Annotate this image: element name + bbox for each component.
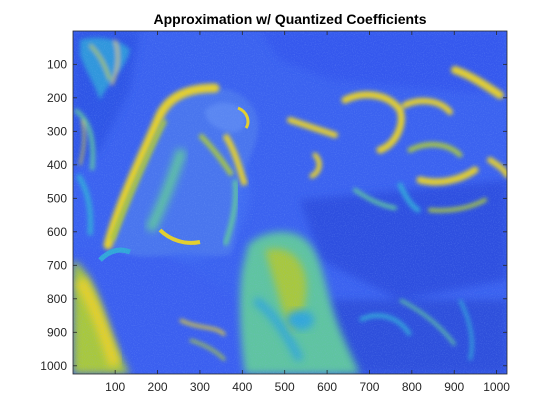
figure-title: Approximation w/ Quantized Coefficients — [153, 11, 426, 27]
y-tick-label: 1000 — [40, 359, 67, 373]
x-tick-label: 400 — [232, 380, 252, 394]
x-tick-label: 900 — [444, 380, 464, 394]
axes-box — [72, 30, 508, 375]
x-tick-label: 300 — [190, 380, 210, 394]
y-axis: 100 200 300 400 500 600 700 800 900 1000 — [40, 57, 507, 373]
image-area — [73, 31, 507, 374]
x-tick-label: 100 — [105, 380, 125, 394]
y-tick-label: 300 — [47, 124, 67, 138]
y-tick-label: 700 — [47, 258, 67, 272]
y-tick-label: 200 — [47, 91, 67, 105]
x-tick-label: 500 — [275, 380, 295, 394]
image-noise-texture — [73, 31, 507, 374]
x-tick-label: 800 — [402, 380, 422, 394]
x-tick-label: 700 — [359, 380, 379, 394]
x-tick-label: 200 — [148, 380, 168, 394]
y-tick-label: 400 — [47, 158, 67, 172]
x-tick-label: 600 — [317, 380, 337, 394]
y-tick-label: 900 — [47, 325, 67, 339]
x-tick-label: 1000 — [483, 380, 510, 394]
y-tick-label: 600 — [47, 225, 67, 239]
y-tick-label: 800 — [47, 292, 67, 306]
y-tick-label: 100 — [47, 57, 67, 71]
x-axis: 100 200 300 400 500 600 700 800 900 1000 — [105, 31, 510, 394]
y-tick-label: 500 — [47, 191, 67, 205]
